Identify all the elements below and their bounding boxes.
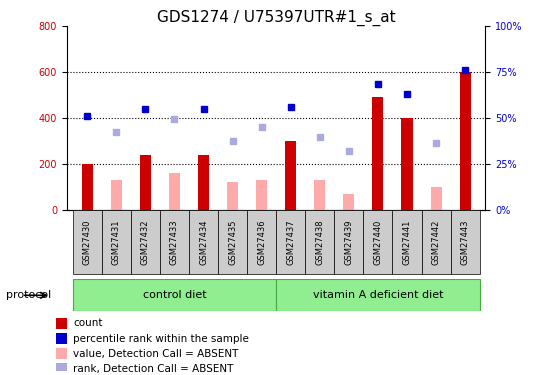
Bar [431, 187, 441, 210]
Bar [198, 155, 209, 210]
Bar [131, 210, 160, 274]
Text: rank, Detection Call = ABSENT: rank, Detection Call = ABSENT [73, 364, 233, 374]
Text: vitamin A deficient diet: vitamin A deficient diet [312, 290, 443, 300]
Bar [247, 210, 276, 274]
Text: control diet: control diet [143, 290, 206, 300]
Text: GSM27434: GSM27434 [199, 219, 208, 265]
Text: GSM27435: GSM27435 [228, 219, 237, 265]
Bar [111, 180, 122, 210]
Bar [56, 348, 66, 359]
Text: GSM27438: GSM27438 [315, 219, 324, 265]
Text: GSM27441: GSM27441 [402, 219, 411, 265]
Bar [451, 210, 480, 274]
Bar [218, 210, 247, 274]
Text: GSM27439: GSM27439 [344, 219, 353, 265]
Text: count: count [73, 318, 103, 328]
Text: GSM27430: GSM27430 [83, 219, 92, 265]
Bar [160, 210, 189, 274]
Text: GSM27431: GSM27431 [112, 219, 121, 265]
Bar [256, 180, 267, 210]
Text: GSM27436: GSM27436 [257, 219, 266, 265]
Bar [334, 210, 363, 274]
Bar [421, 210, 451, 274]
Text: GSM27442: GSM27442 [431, 219, 441, 265]
Bar [56, 318, 66, 329]
Bar [363, 210, 392, 274]
Bar [56, 363, 66, 375]
Text: protocol: protocol [6, 290, 51, 300]
Bar [189, 210, 218, 274]
Bar [102, 210, 131, 274]
Bar [372, 98, 383, 210]
Bar [285, 141, 296, 210]
Bar [276, 279, 480, 311]
Bar [276, 210, 305, 274]
Text: value, Detection Call = ABSENT: value, Detection Call = ABSENT [73, 349, 238, 359]
Bar [460, 72, 470, 210]
Bar [392, 210, 421, 274]
Bar [140, 155, 151, 210]
Text: GSM27437: GSM27437 [286, 219, 295, 265]
Bar [73, 210, 102, 274]
Bar [73, 279, 276, 311]
Text: percentile rank within the sample: percentile rank within the sample [73, 334, 249, 344]
Bar [56, 333, 66, 344]
Bar [82, 164, 93, 210]
Text: GSM27440: GSM27440 [373, 219, 382, 265]
Bar [169, 173, 180, 210]
Text: GSM27432: GSM27432 [141, 219, 150, 265]
Bar [343, 194, 354, 210]
Bar [401, 118, 412, 210]
Text: GSM27443: GSM27443 [460, 219, 470, 265]
Bar [314, 180, 325, 210]
Title: GDS1274 / U75397UTR#1_s_at: GDS1274 / U75397UTR#1_s_at [157, 10, 396, 26]
Bar [305, 210, 334, 274]
Text: GSM27433: GSM27433 [170, 219, 179, 265]
Bar [227, 183, 238, 210]
